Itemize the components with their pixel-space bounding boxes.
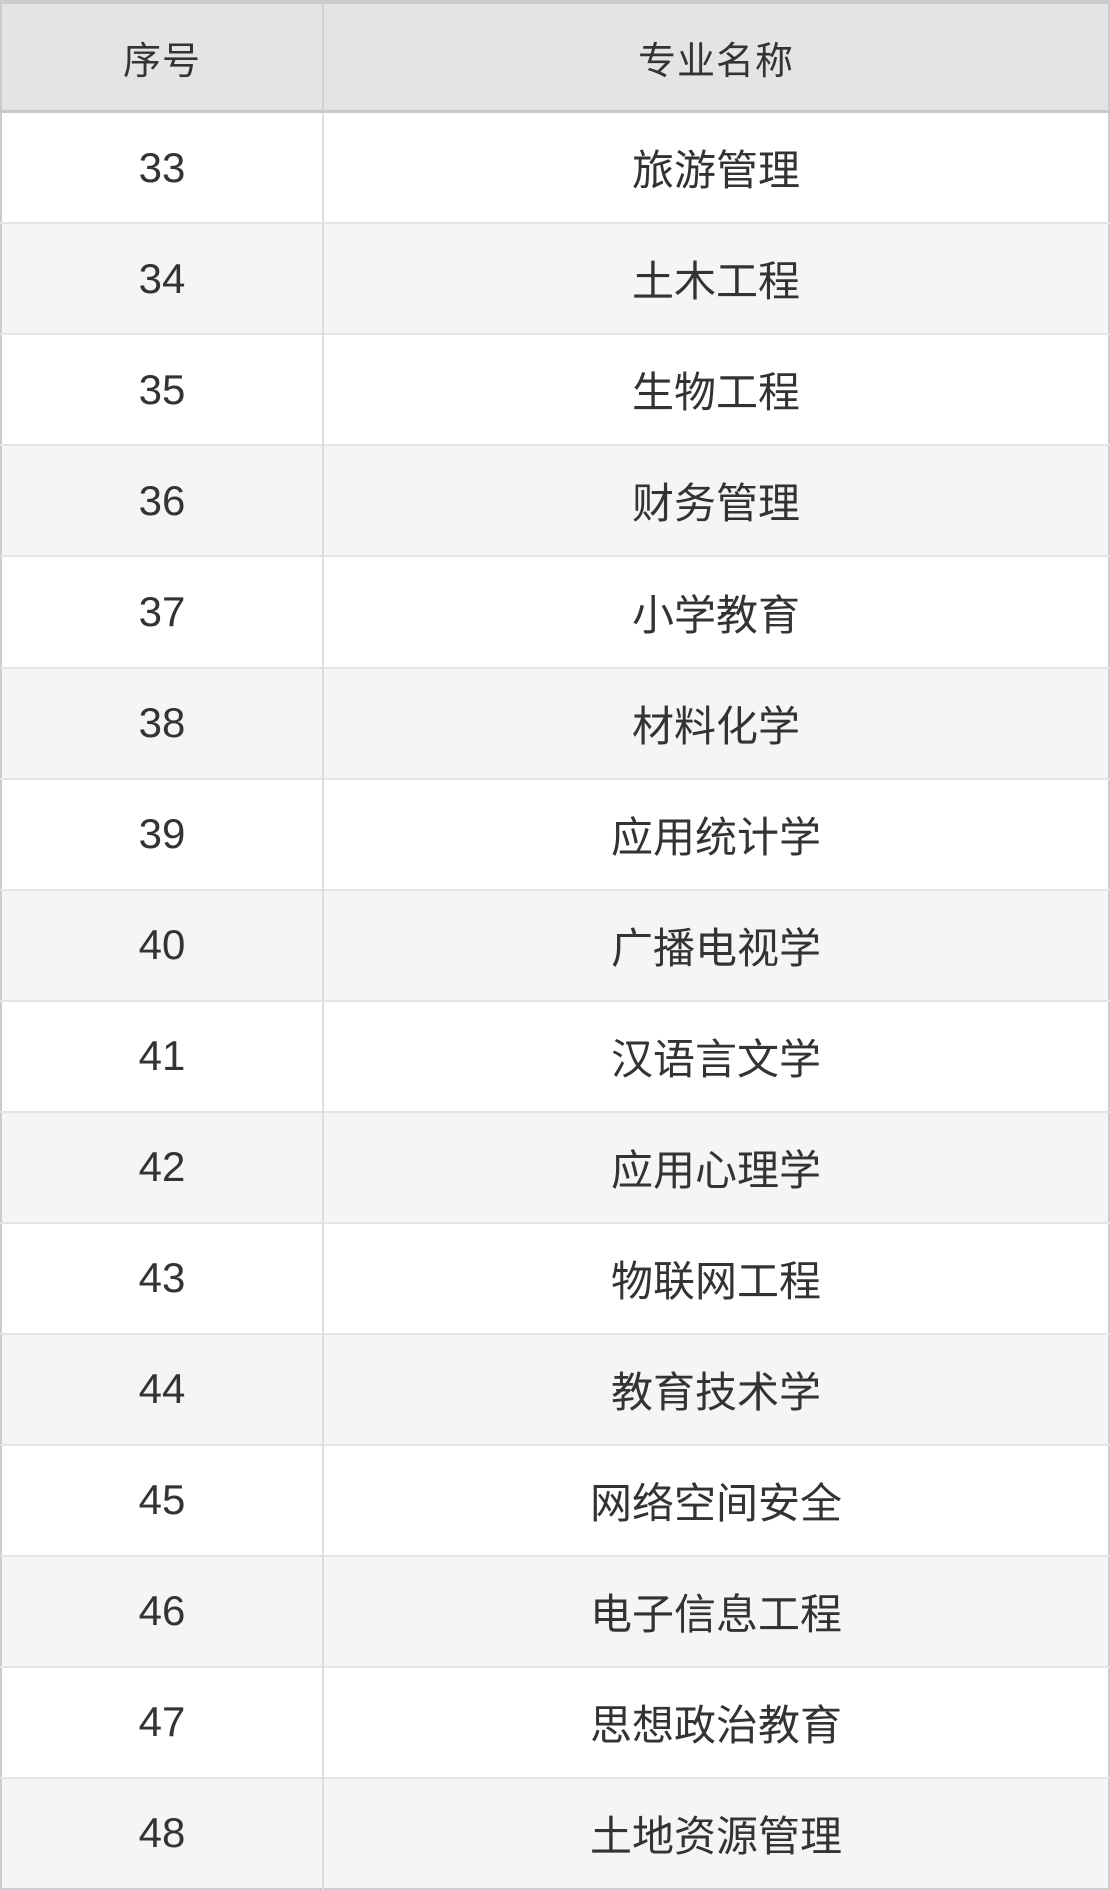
row-major-cell: 旅游管理 (323, 111, 1109, 224)
row-index-cell: 41 (1, 999, 324, 1112)
row-major-cell: 物联网工程 (323, 1221, 1109, 1334)
table-row: 44 教育技术学 (1, 1332, 1109, 1445)
row-major-cell: 网络空间安全 (323, 1443, 1109, 1556)
row-index-cell: 45 (1, 1443, 324, 1556)
row-major-cell: 应用心理学 (323, 1110, 1109, 1223)
table-row: 34 土木工程 (1, 222, 1109, 335)
row-index-cell: 43 (1, 1221, 324, 1334)
row-index-cell: 39 (1, 777, 324, 890)
table-row: 38 材料化学 (1, 666, 1109, 779)
row-major-cell: 电子信息工程 (323, 1554, 1109, 1667)
row-major-cell: 小学教育 (323, 555, 1109, 668)
table-row: 45 网络空间安全 (1, 1443, 1109, 1556)
row-major-cell: 应用统计学 (323, 777, 1109, 890)
column-header-major: 专业名称 (323, 2, 1109, 113)
table-row: 47 思想政治教育 (1, 1665, 1109, 1778)
table-row: 37 小学教育 (1, 555, 1109, 668)
table-row: 46 电子信息工程 (1, 1554, 1109, 1667)
row-index-cell: 47 (1, 1665, 324, 1778)
table-row: 48 土地资源管理 (1, 1776, 1109, 1889)
row-index-cell: 38 (1, 666, 324, 779)
row-index-cell: 42 (1, 1110, 324, 1223)
column-header-index: 序号 (1, 2, 324, 113)
row-index-cell: 36 (1, 444, 324, 557)
row-index-cell: 46 (1, 1554, 324, 1667)
table-row: 42 应用心理学 (1, 1110, 1109, 1223)
table-row: 35 生物工程 (1, 333, 1109, 446)
row-major-cell: 土地资源管理 (323, 1776, 1109, 1889)
table-row: 40 广播电视学 (1, 888, 1109, 1001)
row-major-cell: 材料化学 (323, 666, 1109, 779)
row-index-cell: 44 (1, 1332, 324, 1445)
header-row: 序号 专业名称 (1, 2, 1109, 113)
table-row: 33 旅游管理 (1, 111, 1109, 224)
row-index-cell: 35 (1, 333, 324, 446)
row-major-cell: 思想政治教育 (323, 1665, 1109, 1778)
row-index-cell: 33 (1, 111, 324, 224)
row-major-cell: 教育技术学 (323, 1332, 1109, 1445)
row-index-cell: 34 (1, 222, 324, 335)
row-major-cell: 财务管理 (323, 444, 1109, 557)
table-row: 43 物联网工程 (1, 1221, 1109, 1334)
row-major-cell: 土木工程 (323, 222, 1109, 335)
row-index-cell: 37 (1, 555, 324, 668)
table-body: 33 旅游管理 34 土木工程 35 生物工程 36 财务管理 37 小学教育 … (1, 111, 1109, 1889)
row-major-cell: 广播电视学 (323, 888, 1109, 1001)
row-index-cell: 40 (1, 888, 324, 1001)
table-row: 36 财务管理 (1, 444, 1109, 557)
table-row: 39 应用统计学 (1, 777, 1109, 890)
row-index-cell: 48 (1, 1776, 324, 1889)
row-major-cell: 生物工程 (323, 333, 1109, 446)
table-row: 41 汉语言文学 (1, 999, 1109, 1112)
row-major-cell: 汉语言文学 (323, 999, 1109, 1112)
